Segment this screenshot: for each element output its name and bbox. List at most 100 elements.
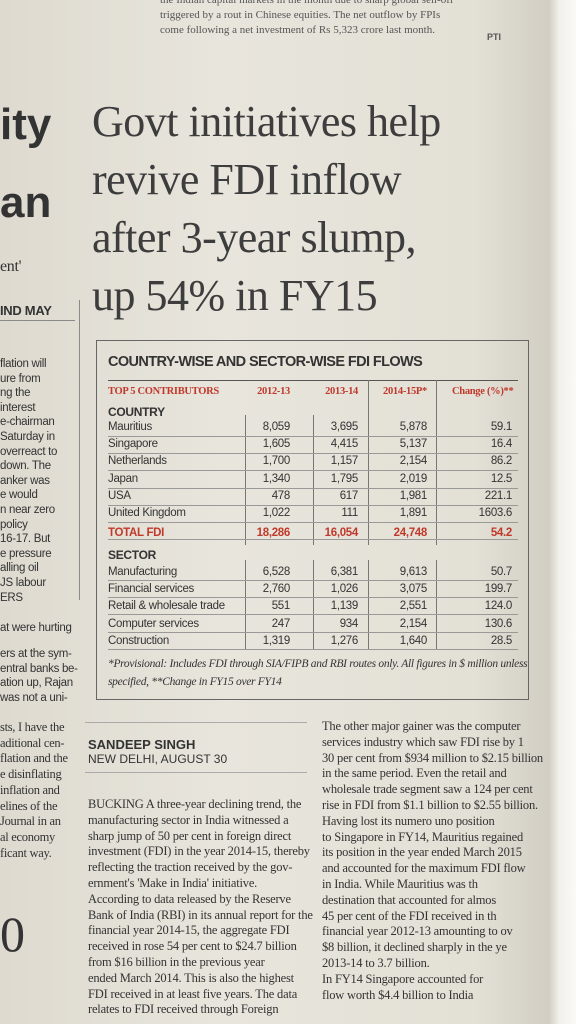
body-line: received in rose 54 per cent to $24.7 bi… [88, 939, 297, 954]
table-row-cell: 1,319 [262, 634, 291, 647]
text-line: ure from [0, 372, 41, 385]
body-line: rise in FDI from $1.1 billion to $2.55 b… [322, 798, 538, 812]
text-line: down. The [0, 460, 51, 473]
table-row-cell: 9,613 [399, 566, 428, 578]
body-line: from $16 billion in the previous year [88, 955, 265, 969]
total-row-cell: 54.2 [490, 527, 512, 539]
table-rule [108, 580, 518, 581]
text-line: flation will [0, 358, 47, 370]
footnote: specified, **Change in FY15 over FY14 [108, 676, 282, 688]
column-rule [79, 300, 80, 600]
table-header-cell: Change (%)** [452, 386, 514, 397]
text-line: Journal in an [0, 814, 61, 829]
text-line: al economy [0, 829, 55, 844]
table-row-cell: 124.0 [484, 600, 513, 613]
table-rule [245, 560, 246, 650]
text-line: 16-17. But [0, 533, 51, 546]
table-row-cell: 8,059 [262, 421, 291, 433]
table-row-cell: 1603.6 [478, 507, 513, 519]
text-line: ficant way. [0, 845, 52, 860]
table-row-label: Singapore [108, 438, 158, 451]
table-row-label: Mauritius [108, 421, 152, 433]
body-line: to Singapore in FY14, Mauritius regained [322, 829, 523, 844]
text-line: JS labour [0, 577, 46, 589]
table-rule [108, 504, 518, 506]
kicker: ent' [0, 258, 22, 275]
text-line: ation up, Rajan [0, 677, 73, 690]
table-row-cell: 59.1 [490, 421, 512, 433]
table-row-label: United Kingdom [108, 507, 186, 519]
dateline: NEW DELHI, AUGUST 30 [88, 752, 228, 766]
table-row-cell: 221.1 [484, 489, 513, 502]
table-row-label: Financial services [108, 583, 194, 596]
table-header-cell: 2013-14 [325, 386, 358, 397]
table-row-cell: 2,154 [399, 617, 428, 630]
table-row-cell: 2,019 [399, 472, 428, 485]
body-line: 30 per cent from $934 million to $2.15 b… [322, 750, 543, 765]
body-line: The other major gainer was the computer [322, 719, 521, 733]
body-line: relates to FDI received through Foreign [88, 1002, 279, 1017]
total-row-cell: 18,286 [256, 527, 291, 539]
text-line: aditional cen- [0, 735, 65, 750]
table-row-cell: 2,154 [399, 455, 428, 468]
body-line: reflecting the traction received by the … [88, 860, 293, 875]
table-rule [108, 648, 518, 650]
body-line: FDI received in at least five years. The… [88, 986, 298, 1001]
table-row-cell: 1,891 [399, 507, 428, 519]
table-rule [108, 614, 518, 616]
byline-rule [85, 722, 307, 723]
body-line: According to data released by the Reserv… [88, 891, 291, 906]
table-row-label: Manufacturing [108, 566, 177, 578]
headline-fragment: ity [0, 100, 52, 149]
table-rule [313, 560, 314, 650]
body-line: 45 per cent of the FDI received in th [322, 908, 497, 923]
text-line: alling oil [0, 562, 39, 575]
group-label: COUNTRY [108, 405, 165, 419]
body-line: and accounted for the maximum FDI flow [322, 861, 526, 876]
column-rule [0, 320, 75, 321]
big-figure: 0 [0, 906, 25, 962]
text-line: elines of the [0, 798, 58, 813]
body-line: sharp jump of 50 per cent in foreign dir… [88, 828, 292, 843]
table-row-cell: 617 [339, 489, 359, 502]
table-box [96, 340, 529, 700]
table-rule [108, 597, 518, 599]
table-row-cell: 1,139 [330, 600, 359, 613]
headline-line: Govt initiatives help [92, 97, 441, 146]
snippet-line: the Indian capital markets in the month … [160, 0, 454, 6]
table-row-cell: 2,760 [262, 583, 291, 596]
text-line: e pressure [0, 547, 52, 560]
text-line: ng the [0, 387, 31, 400]
section-label: IND MAY [0, 303, 52, 318]
table-rule [245, 415, 246, 545]
table-rule [368, 560, 369, 650]
byline-rule [85, 772, 307, 773]
table-rule [108, 487, 518, 489]
table-row-cell: 4,415 [330, 438, 359, 451]
table-row-cell: 1,981 [399, 489, 428, 502]
body-line: ended March 2014. This is also the highe… [88, 970, 294, 985]
body-line: destination that accounted for almos [322, 892, 496, 907]
table-header-label: TOP 5 CONTRIBUTORS [108, 386, 219, 397]
author: SANDEEP SINGH [88, 737, 196, 752]
body-line: $8 billion, it declined sharply in the y… [322, 940, 507, 955]
total-row-cell: 16,054 [324, 527, 359, 539]
table-row-label: USA [108, 489, 131, 502]
table-row-cell: 1,340 [262, 472, 291, 485]
body-line: In FY14 Singapore accounted for [322, 971, 484, 986]
text-line: Saturday in [0, 431, 55, 443]
body-line: in the same period. Even the retail and [322, 766, 507, 781]
table-row-cell: 86.2 [490, 455, 512, 468]
table-rule [108, 522, 518, 523]
table-row-cell: 6,528 [262, 566, 291, 578]
text-line: e would [0, 489, 38, 502]
table-row-label: Japan [108, 472, 138, 485]
body-line: its position in the year ended March 201… [322, 845, 522, 860]
table-row-cell: 478 [271, 489, 291, 502]
table-title: COUNTRY-WISE AND SECTOR-WISE FDI FLOWS [108, 354, 423, 370]
table-row-label: Retail & wholesale trade [108, 600, 225, 613]
text-line: flation and the [0, 751, 68, 766]
table-row-cell: 130.6 [484, 617, 513, 630]
table-row-cell: 551 [271, 600, 291, 613]
body-line: manufacturing sector in India witnessed … [88, 812, 289, 827]
